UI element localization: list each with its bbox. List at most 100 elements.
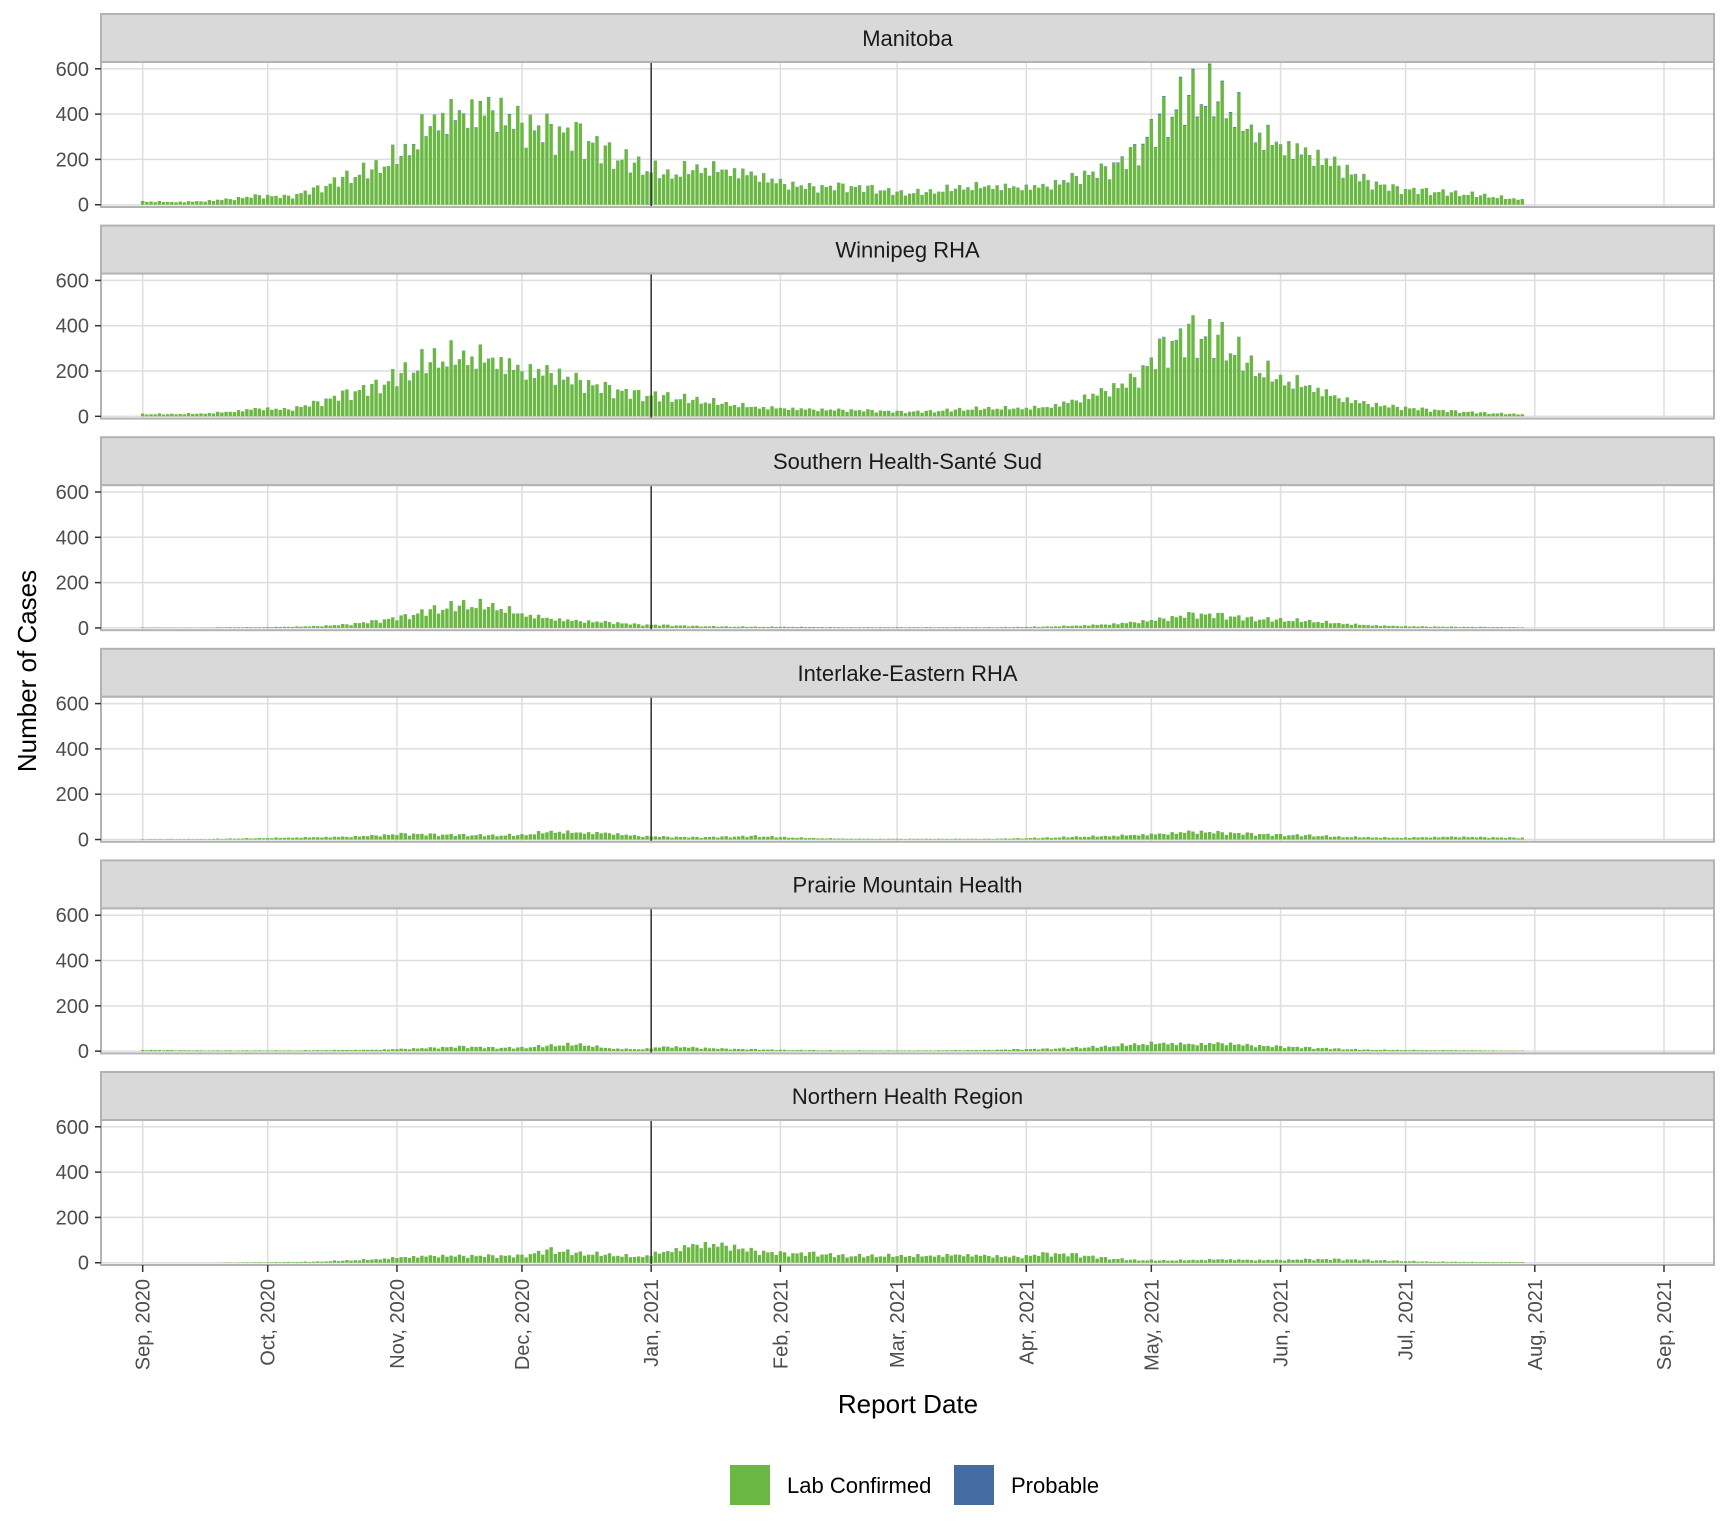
plot-area [101, 273, 1714, 419]
bar-lab-confirmed [641, 174, 645, 205]
bar-lab-confirmed [920, 412, 924, 417]
bar-lab-confirmed [937, 1050, 941, 1052]
bar-lab-confirmed [1049, 626, 1054, 628]
bar-probable [1162, 96, 1166, 98]
bar-lab-confirmed [295, 1261, 299, 1263]
bar-lab-confirmed [420, 114, 424, 205]
bar-lab-confirmed [386, 1259, 391, 1263]
bar-lab-confirmed [599, 392, 603, 417]
bar-lab-confirmed [1066, 403, 1070, 417]
bar-lab-confirmed [1491, 837, 1495, 840]
bar-lab-confirmed [391, 1049, 395, 1052]
bar-lab-confirmed [1045, 1048, 1049, 1052]
bar-lab-confirmed [924, 1050, 928, 1052]
bar-lab-confirmed [374, 835, 378, 840]
bar-probable [1199, 104, 1204, 106]
bar-lab-confirmed [320, 1261, 324, 1263]
bar-lab-confirmed [787, 189, 791, 205]
bar-lab-confirmed [916, 189, 920, 205]
bar-lab-confirmed [224, 627, 228, 628]
bar-lab-confirmed [232, 627, 237, 628]
bar-lab-confirmed [974, 1050, 978, 1052]
bar-lab-confirmed [203, 413, 207, 417]
bar-lab-confirmed [1333, 395, 1337, 417]
bar-lab-confirmed [391, 1257, 395, 1263]
bar-lab-confirmed [291, 198, 295, 205]
bar-lab-confirmed [1349, 403, 1354, 417]
bar-lab-confirmed [1495, 837, 1499, 840]
bar-lab-confirmed [1478, 836, 1483, 840]
bar-lab-confirmed [1412, 626, 1416, 628]
x-tick-label: Mar, 2021 [887, 1279, 909, 1368]
bar-lab-confirmed [674, 174, 678, 205]
bar-lab-confirmed [753, 406, 758, 417]
bar-lab-confirmed [1483, 1050, 1487, 1052]
bar-lab-confirmed [691, 625, 695, 628]
bar-lab-confirmed [345, 389, 349, 417]
bar-lab-confirmed [899, 410, 903, 417]
bar-lab-confirmed [1520, 837, 1524, 840]
bar-lab-confirmed [1224, 619, 1229, 628]
bar-lab-confirmed [924, 627, 928, 628]
bar-lab-confirmed [1307, 1047, 1312, 1052]
bar-lab-confirmed [616, 389, 620, 417]
bar-lab-confirmed [1370, 189, 1374, 205]
bar-lab-confirmed [324, 398, 328, 417]
plot-border [100, 695, 1715, 843]
bar-lab-confirmed [874, 627, 878, 628]
bar-lab-confirmed [720, 626, 724, 628]
bar-lab-confirmed [1045, 186, 1049, 205]
bar-lab-confirmed [999, 1049, 1003, 1052]
bar-lab-confirmed [645, 1255, 649, 1263]
bar-lab-confirmed [1316, 1258, 1320, 1263]
bar-lab-confirmed [1103, 624, 1108, 628]
bar-lab-confirmed [1078, 625, 1083, 628]
bar-lab-confirmed [966, 838, 970, 840]
bar-lab-confirmed [1516, 838, 1520, 840]
bar-lab-confirmed [1003, 406, 1008, 417]
bar-lab-confirmed [341, 836, 345, 840]
bar-lab-confirmed [1312, 836, 1316, 840]
bar-lab-confirmed [1103, 1045, 1108, 1052]
bar-lab-confirmed [945, 1050, 949, 1052]
bar-lab-confirmed [611, 1256, 616, 1263]
bar-lab-confirmed [882, 1256, 887, 1263]
bar-lab-confirmed [1445, 195, 1449, 205]
bar-lab-confirmed [1341, 1260, 1345, 1263]
bar-lab-confirmed [353, 1049, 357, 1052]
bar-lab-confirmed [536, 125, 541, 205]
bar-lab-confirmed [478, 598, 482, 628]
bar-lab-confirmed [1370, 407, 1374, 417]
bar-lab-confirmed [757, 408, 762, 417]
bar-lab-confirmed [891, 838, 895, 840]
bar-lab-confirmed [791, 1253, 795, 1263]
bar-lab-confirmed [1487, 413, 1491, 417]
bar-lab-confirmed [1520, 1261, 1524, 1263]
bar-lab-confirmed [366, 178, 370, 205]
bar-lab-confirmed [1503, 414, 1508, 417]
bar-lab-confirmed [799, 408, 803, 417]
bar-lab-confirmed [607, 1048, 612, 1052]
bar-lab-confirmed [1112, 163, 1116, 205]
bar-lab-confirmed [1253, 1260, 1258, 1263]
bar-lab-confirmed [1207, 613, 1212, 628]
bar-lab-confirmed [878, 190, 883, 205]
bar-lab-confirmed [207, 200, 212, 205]
bar-lab-confirmed [866, 1050, 870, 1052]
bar-lab-confirmed [699, 1248, 703, 1263]
bar-lab-confirmed [374, 160, 378, 205]
bar-lab-confirmed [1041, 184, 1045, 205]
bar-lab-confirmed [732, 1244, 737, 1263]
bar-lab-confirmed [728, 1250, 733, 1263]
bar-probable [1153, 147, 1158, 149]
bar-lab-confirmed [816, 411, 820, 417]
bar-lab-confirmed [1508, 1050, 1512, 1052]
bar-lab-confirmed [624, 149, 628, 205]
bar-lab-confirmed [486, 835, 491, 840]
bar-lab-confirmed [1153, 148, 1158, 205]
bar-lab-confirmed [1333, 1258, 1337, 1263]
bar-lab-confirmed [1383, 625, 1387, 628]
bar-lab-confirmed [1362, 1259, 1366, 1263]
bar-lab-confirmed [328, 1050, 332, 1052]
bar-lab-confirmed [1374, 402, 1379, 417]
